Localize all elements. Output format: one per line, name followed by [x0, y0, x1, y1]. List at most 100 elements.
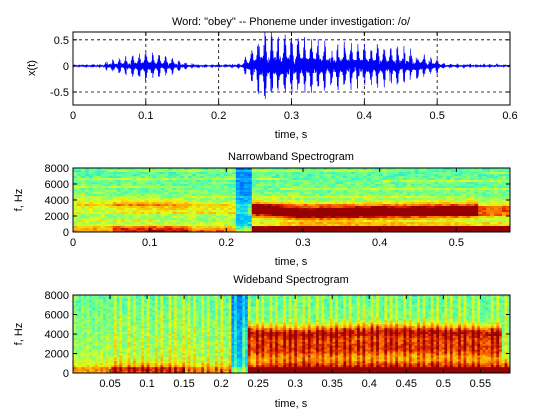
narrowband-cell — [374, 220, 380, 223]
narrowband-cell — [200, 188, 205, 191]
narrowband-cell — [136, 190, 141, 193]
wideband-cell — [108, 328, 112, 331]
narrowband-cell — [482, 192, 487, 195]
wideband-cell — [94, 363, 98, 366]
narrowband-cell — [188, 228, 193, 231]
narrowband-cell — [235, 182, 241, 185]
wideband-cell — [127, 304, 131, 307]
narrowband-cell — [430, 184, 435, 187]
narrowband-cell — [303, 176, 308, 179]
narrowband-cell — [223, 216, 229, 219]
wideband-cell — [100, 300, 104, 304]
narrowband-cell — [299, 216, 304, 219]
wideband-cell — [154, 300, 158, 304]
wideband-cell — [144, 351, 148, 354]
narrowband-cell — [494, 222, 499, 225]
wideband-cell — [163, 345, 167, 348]
narrowband-cell — [168, 208, 173, 211]
wideband-cell — [135, 302, 139, 306]
narrowband-cell — [140, 208, 145, 211]
narrowband-cell — [327, 224, 332, 227]
wideband-cell — [86, 334, 90, 337]
narrowband-cell — [76, 226, 82, 229]
narrowband-cell — [402, 186, 408, 189]
narrowband-cell — [180, 192, 185, 195]
narrowband-cell — [267, 192, 272, 195]
wideband-cell — [154, 369, 158, 372]
narrowband-cell — [494, 208, 499, 211]
wideband-cell — [78, 304, 82, 307]
narrowband-cell — [323, 226, 328, 229]
narrowband-cell — [176, 168, 181, 171]
narrowband-cell — [140, 210, 145, 213]
wideband-cell — [92, 369, 96, 372]
narrowband-cell — [498, 188, 503, 191]
wideband-cell — [89, 363, 93, 366]
narrowband-cell — [188, 186, 193, 189]
narrowband-cell — [136, 204, 141, 207]
narrowband-cell — [124, 178, 129, 181]
narrowband-cell — [366, 176, 372, 179]
narrowband-cell — [108, 226, 114, 229]
narrowband-cell — [92, 192, 98, 195]
narrowband-cell — [315, 184, 320, 187]
narrowband-cell — [474, 180, 479, 183]
narrowband-cell — [355, 174, 360, 177]
wideband-cell — [97, 357, 101, 360]
narrowband-cell — [216, 178, 221, 181]
narrowband-cell — [160, 176, 165, 179]
wideband-cell — [116, 310, 120, 313]
wideband-cell — [86, 359, 90, 362]
narrowband-cell — [231, 226, 237, 229]
narrowband-cell — [315, 190, 320, 193]
wideband-cell — [89, 347, 93, 350]
narrowband-cell — [398, 206, 404, 209]
wideband-cell — [124, 357, 128, 360]
narrowband-cell — [267, 206, 272, 209]
narrowband-cell — [212, 212, 217, 215]
wideband-cell — [78, 335, 82, 339]
wideband-cell — [163, 351, 167, 354]
wideband-cell — [141, 363, 145, 366]
wideband-cell — [124, 298, 128, 302]
wideband-cell — [92, 335, 96, 339]
wideband-cell — [92, 324, 96, 327]
wideband-cell — [105, 330, 109, 333]
narrowband-cell — [462, 208, 467, 211]
narrowband-cell — [73, 204, 78, 207]
wideband-cell — [127, 353, 131, 356]
narrowband-cell — [227, 224, 233, 227]
wideband-cell — [138, 351, 142, 354]
narrowband-cell — [96, 208, 102, 211]
narrowband-cell — [140, 228, 145, 231]
narrowband-cell — [438, 184, 443, 187]
narrowband-cell — [363, 170, 368, 173]
narrowband-cell — [454, 226, 459, 229]
narrowband-cell — [136, 200, 141, 203]
narrowband-cell — [466, 206, 471, 209]
narrowband-cell — [251, 230, 257, 233]
wideband-cell — [111, 304, 115, 307]
narrowband-cell — [374, 184, 380, 187]
narrowband-cell — [498, 204, 503, 207]
wideband-cell — [113, 357, 117, 360]
wideband-cell — [111, 347, 115, 350]
narrowband-cell — [331, 224, 336, 227]
narrowband-cell — [243, 184, 249, 187]
narrowband-cell — [136, 220, 141, 223]
narrowband-cell — [474, 172, 479, 175]
narrowband-cell — [263, 190, 268, 193]
narrowband-cell — [96, 206, 102, 209]
wideband-cell — [160, 330, 164, 333]
narrowband-cell — [100, 198, 106, 201]
narrowband-cell — [502, 222, 507, 225]
narrowband-cell — [84, 190, 90, 193]
narrowband-cell — [323, 208, 328, 211]
narrowband-cell — [450, 190, 455, 193]
narrowband-cell — [494, 200, 499, 203]
narrowband-cell — [100, 194, 106, 197]
wideband-cell — [97, 363, 101, 366]
narrowband-cell — [219, 186, 225, 189]
narrowband-cell — [160, 178, 165, 181]
narrowband-cell — [398, 178, 404, 181]
